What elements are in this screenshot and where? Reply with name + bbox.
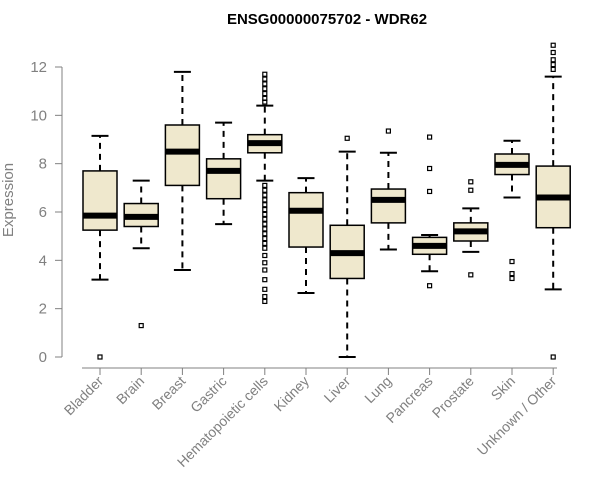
y-ticks: 0 2 4 6 8 10 12 [30, 59, 62, 366]
outlier-point [468, 187, 474, 193]
x-tick-label: Bladder [61, 373, 107, 419]
boxes [82, 42, 571, 360]
y-tick-label: 6 [39, 204, 47, 221]
y-tick-label: 10 [30, 107, 47, 124]
outlier-point [262, 71, 268, 77]
outlier-point [262, 277, 268, 283]
outlier-point [262, 182, 268, 189]
chart-title: ENSG00000075702 - WDR62 [227, 11, 427, 28]
box-group [329, 135, 365, 358]
outlier-point [509, 275, 515, 282]
y-tick-label: 12 [30, 59, 47, 76]
outlier-point [262, 99, 268, 105]
outlier-point [262, 252, 268, 259]
iqr-box [370, 188, 407, 224]
y-tick-label: 2 [39, 301, 47, 318]
y-tick-label: 8 [39, 156, 47, 173]
outlier-point [550, 66, 556, 73]
box-group [288, 177, 324, 294]
outlier-point [262, 86, 268, 92]
box-group [453, 179, 489, 278]
outlier-point [262, 81, 268, 87]
x-tick-label: Prostate [429, 373, 477, 421]
x-tick-label: Kidney [271, 373, 313, 415]
box-group [370, 128, 407, 251]
outlier-point [427, 134, 433, 140]
outlier-point [262, 90, 268, 97]
outlier-point [97, 354, 103, 360]
outlier-point [509, 258, 515, 265]
x-tick-label: Lung [361, 373, 394, 406]
outlier-point [138, 322, 144, 329]
outlier-point [509, 271, 515, 277]
outlier-point [550, 57, 556, 63]
outlier-point [262, 245, 268, 251]
box-group [205, 121, 242, 226]
outlier-point [262, 298, 268, 305]
outlier-point [344, 135, 350, 141]
outlier-point [550, 42, 556, 48]
outlier-point [262, 286, 268, 292]
box-group [247, 71, 283, 305]
iqr-box [164, 124, 201, 187]
outlier-point [262, 197, 268, 203]
iqr-box [288, 191, 324, 248]
outlier-point [427, 283, 433, 289]
outlier-point [550, 49, 556, 56]
outlier-point [262, 211, 268, 218]
outlier-point [385, 128, 391, 134]
outlier-point [262, 235, 268, 242]
x-tick-label: Liver [321, 373, 354, 406]
box-group [494, 139, 530, 282]
box-group [164, 70, 201, 271]
box-group [82, 134, 118, 360]
x-tick-label: Breast [149, 373, 189, 413]
outlier-point [262, 221, 268, 227]
outlier-point [262, 231, 268, 237]
outlier-point [550, 61, 556, 68]
outlier-point [262, 76, 268, 82]
box-group [535, 42, 571, 360]
y-axis-label: Expression [0, 163, 17, 237]
outlier-point [550, 354, 556, 360]
outlier-point [427, 165, 433, 172]
y-tick-label: 0 [39, 349, 47, 366]
y-tick-label: 4 [39, 252, 47, 269]
outlier-point [262, 192, 268, 198]
iqr-box [205, 158, 242, 200]
outlier-point [262, 293, 268, 300]
outlier-point [262, 226, 268, 232]
outlier-point [468, 179, 474, 185]
outlier-point [262, 260, 268, 266]
x-tick-label: Brain [113, 373, 147, 407]
outlier-point [262, 187, 268, 193]
iqr-box [82, 170, 118, 231]
box-group [123, 179, 159, 329]
x-tick-label: Skin [488, 373, 519, 404]
outlier-point [262, 267, 268, 273]
outlier-point [427, 188, 433, 195]
outlier-point [262, 206, 268, 213]
outlier-point [262, 240, 268, 247]
outlier-point [262, 202, 268, 208]
box-group [411, 134, 448, 289]
outlier-point [262, 216, 268, 222]
outlier-point [468, 272, 474, 278]
